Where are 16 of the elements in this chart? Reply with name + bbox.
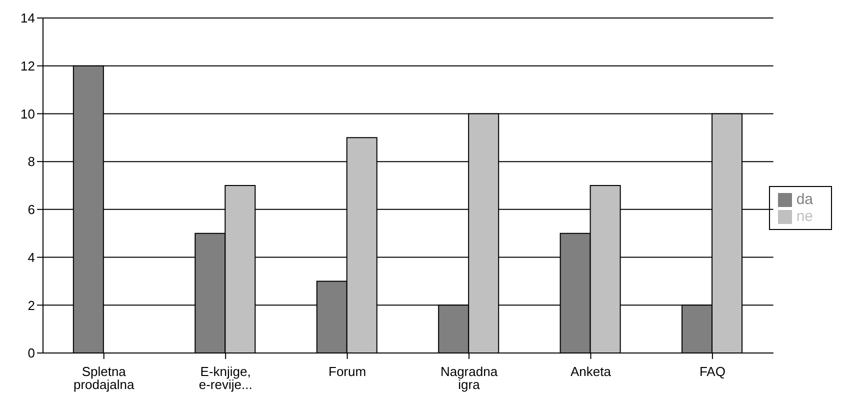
y-tick-label: 8 xyxy=(28,154,35,170)
y-tick-label: 14 xyxy=(20,10,35,26)
legend-label: ne xyxy=(796,208,813,225)
y-tick-label: 12 xyxy=(20,58,35,74)
y-tick-label: 0 xyxy=(28,346,35,361)
x-tick-label: Anketa xyxy=(570,364,612,380)
x-tick-label: E-knjige, e-revije... xyxy=(198,364,252,392)
x-tick-label: Forum xyxy=(328,364,366,380)
y-tick-label: 4 xyxy=(28,250,35,265)
x-tick-label: Spletna prodajalna xyxy=(74,364,135,392)
x-tick-label: Nagradna igra xyxy=(440,364,498,392)
y-tick-label: 6 xyxy=(28,202,35,218)
y-tick-label: 2 xyxy=(28,298,35,313)
x-tick-label: FAQ xyxy=(699,364,726,380)
legend-label: da xyxy=(796,191,813,208)
y-tick-label: 10 xyxy=(20,106,35,122)
